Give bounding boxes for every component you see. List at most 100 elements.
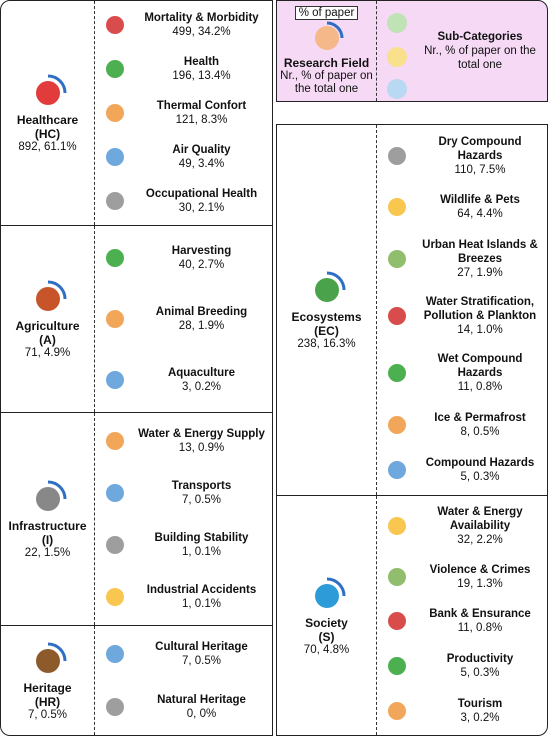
subcategories: Harvesting 40, 2.7% Animal Breeding 28, 1.9… [95, 226, 272, 412]
subcategory-icon [377, 192, 417, 222]
subcategory-icon [377, 606, 417, 636]
field-stats: 22, 1.5% [24, 547, 71, 559]
subcategory: Water & Energy Availability 32, 2.2% [377, 505, 547, 547]
subcategory-name: Urban Heat Islands & Breezes [422, 238, 538, 265]
subcategory-name: Water & Energy Availability [437, 506, 523, 533]
icon [388, 567, 406, 586]
subcategory: Violence & Crimes 19, 1.3% [377, 562, 547, 592]
subcategory-text: Natural Heritage 0, 0% [135, 693, 272, 721]
legend-field-icon [314, 21, 343, 50]
subcategory: Tourism 3, 0.2% [377, 696, 547, 726]
subcategory: Water Stratification, Pollution & Plankt… [377, 295, 547, 337]
icon [388, 415, 406, 434]
icon [106, 536, 124, 554]
field-name: Heritage [23, 680, 72, 695]
subcategory-stats: 13, 0.9% [178, 442, 225, 454]
subcategory-icon [377, 562, 417, 592]
subcategory: Thermal Confort 121, 8.3% [95, 98, 272, 128]
field-box: Healthcare (HC) 892, 61.1% Mortality & Morb… [0, 0, 273, 226]
icon [106, 645, 124, 664]
subcategory-icon [377, 244, 417, 274]
legend-sub-text: Sub-Categories Nr., % of paper on the tot… [417, 30, 547, 72]
field-abbr: (I) [41, 533, 54, 547]
field-abbr: (HC) [34, 127, 61, 141]
subcategory-text: Compound Hazards 5, 0.3% [417, 456, 547, 484]
subcategory-text: Health 196, 13.4% [135, 55, 272, 83]
subcategory: Transports 7, 0.5% [95, 478, 272, 508]
subcategory-stats: 3, 0.2% [182, 380, 221, 393]
subcategory: Wildlife & Pets 64, 4.4% [377, 192, 547, 222]
subcategory-icon [95, 10, 135, 40]
subcategory: Cultural Heritage 7, 0.5% [95, 639, 272, 669]
subcategory-icon [95, 54, 135, 84]
subcategory: Harvesting 40, 2.7% [95, 243, 272, 273]
subcategory-stats: 5, 0.3% [460, 667, 500, 680]
icon [388, 612, 406, 631]
field-box: Heritage (HR) 7, 0.5% Cultural Heritage 7, 0… [0, 626, 273, 736]
subcategory: Bank & Ensurance 11, 0.8% [377, 606, 547, 636]
subcategory-stats: 7, 0.5% [182, 494, 221, 506]
subcategory-text: Violence & Crimes 19, 1.3% [417, 563, 547, 591]
field: Ecosystems (EC) 238, 16.3% [277, 125, 377, 495]
subcategory-stats: 121, 8.3% [175, 114, 228, 126]
icon [106, 697, 124, 716]
legend-field-title: Research Field [283, 56, 370, 70]
subcategory-stats: 1, 0.1% [182, 546, 221, 558]
field-abbr: (A) [39, 333, 56, 347]
subcategory: Air Quality 49, 3.4% [95, 142, 272, 172]
subcategory: Aquaculture 3, 0.2% [95, 365, 272, 395]
subcategory-text: Dry Compound Hazards 110, 7.5% [417, 135, 547, 177]
subcategory-text: Urban Heat Islands & Breezes 27, 1.9% [417, 238, 547, 280]
subcategory: Ice & Permafrost 8, 0.5% [377, 410, 547, 440]
subcategory-text: Thermal Confort 121, 8.3% [135, 99, 272, 127]
icon [106, 16, 124, 34]
subcategory-name: Occupational Health [145, 188, 258, 200]
legend-field-desc: Nr., % of paper on the total one [280, 70, 373, 95]
subcategory-name: Industrial Accidents [146, 584, 257, 596]
icon [314, 271, 345, 302]
subcategory-text: Mortality & Morbidity 499, 34.2% [135, 11, 272, 39]
subcategory-name: Wildlife & Pets [440, 194, 520, 207]
subcategory-stats: 64, 4.4% [457, 208, 503, 221]
subcategory-text: Aquaculture 3, 0.2% [135, 366, 272, 394]
field-abbr: (HR) [34, 694, 61, 709]
subcategory-icon [377, 358, 417, 388]
field-box: Infrastructure (I) 22, 1.5% Water & Energy … [0, 413, 273, 626]
subcategory-icon [95, 692, 135, 722]
subcategories: Water & Energy Availability 32, 2.2% Viole… [377, 496, 547, 735]
subcategory-icon [95, 304, 135, 334]
field-abbr: (S) [318, 629, 335, 644]
subcategory-text: Industrial Accidents 1, 0.1% [135, 583, 272, 611]
subcategory-text: Animal Breeding 28, 1.9% [135, 305, 272, 333]
field-stats: 7, 0.5% [28, 708, 67, 721]
icon [106, 484, 124, 502]
icon [388, 657, 406, 676]
subcategory-icon [377, 301, 417, 331]
subcategory-text: Harvesting 40, 2.7% [135, 244, 272, 272]
field-stats: 70, 4.8% [303, 643, 350, 656]
subcategory-name: Thermal Confort [156, 100, 247, 112]
subcategory: Occupational Health 30, 2.1% [95, 186, 272, 216]
field-box: Society (S) 70, 4.8% Water & Energy Availab… [276, 496, 548, 736]
icon [35, 480, 66, 511]
icon [388, 249, 406, 268]
subcategory-name: Ice & Permafrost [434, 411, 526, 424]
subcategory-icon [95, 582, 135, 612]
subcategory-text: Building Stability 1, 0.1% [135, 531, 272, 559]
subcategory-text: Occupational Health 30, 2.1% [135, 187, 272, 215]
subcategory-name: Transports [171, 480, 232, 492]
field-name: Agriculture [15, 319, 80, 333]
subcategory-icon [377, 455, 417, 485]
subcategory-stats: 3, 0.2% [460, 711, 500, 724]
field-box: Agriculture (A) 71, 4.9% Harvesting 40, 2.7%… [0, 226, 273, 413]
icon [106, 192, 124, 210]
field-box: Ecosystems (EC) 238, 16.3% Dry Compound Haz… [276, 124, 548, 496]
icon [35, 642, 66, 673]
icon [35, 74, 66, 105]
subcategory-name: Violence & Crimes [429, 563, 531, 576]
subcategory: Water & Energy Supply 13, 0.9% [95, 426, 272, 456]
field-abbr: (EC) [314, 324, 339, 338]
subcategory-text: Water & Energy Availability 32, 2.2% [417, 505, 547, 547]
subcategory-name: Water & Energy Supply [138, 428, 265, 440]
